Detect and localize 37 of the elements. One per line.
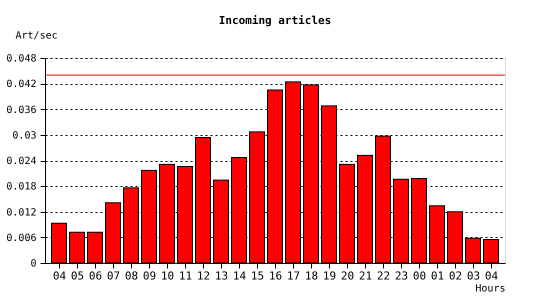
x-tick-label: 03 <box>466 270 480 282</box>
x-tick-label: 02 <box>448 270 462 282</box>
x-tick-label: 23 <box>394 270 408 282</box>
y-tick-label: 0.024 <box>6 156 36 167</box>
x-tick-label: 10 <box>160 270 174 282</box>
x-tick-label: 13 <box>214 270 228 282</box>
x-tick-label: 04 <box>484 270 498 282</box>
x-tick-label: 16 <box>268 270 282 282</box>
x-tick-label: 11 <box>178 270 192 282</box>
chart-title: Incoming articles <box>218 14 332 27</box>
x-axis-title: Hours <box>475 284 506 294</box>
x-tick-label: 07 <box>106 270 120 282</box>
x-tick-label: 18 <box>304 270 318 282</box>
x-tick-label: 12 <box>196 270 210 282</box>
x-tick-label: 01 <box>430 270 444 282</box>
x-tick-label: 21 <box>358 270 372 282</box>
x-tick-label: 08 <box>124 270 138 282</box>
y-tick-label: 0.036 <box>6 104 36 116</box>
x-tick-label: 04 <box>52 270 66 282</box>
x-tick-label: 17 <box>286 270 300 282</box>
x-tick-label: 06 <box>88 270 102 282</box>
x-tick-label: 05 <box>70 270 84 282</box>
y-tick-label: 0.018 <box>6 182 36 193</box>
x-tick-label: 14 <box>232 270 246 282</box>
x-tick-label: 09 <box>142 270 156 282</box>
y-tick-label: 0.042 <box>6 79 36 90</box>
x-tick-label: 19 <box>322 270 336 282</box>
x-tick-label: 15 <box>250 270 264 282</box>
y-tick-label: 0.048 <box>6 54 36 64</box>
x-tick-label: 22 <box>376 270 390 282</box>
y-tick-label: 0.03 <box>12 130 36 142</box>
x-tick-label: 20 <box>340 270 354 282</box>
y-tick-label: 0.012 <box>6 207 36 218</box>
y-tick-label: 0.006 <box>6 232 36 244</box>
y-tick-label: 0 <box>30 258 36 270</box>
x-tick-label: 00 <box>412 270 426 282</box>
y-axis-title: Art/sec <box>16 30 58 42</box>
